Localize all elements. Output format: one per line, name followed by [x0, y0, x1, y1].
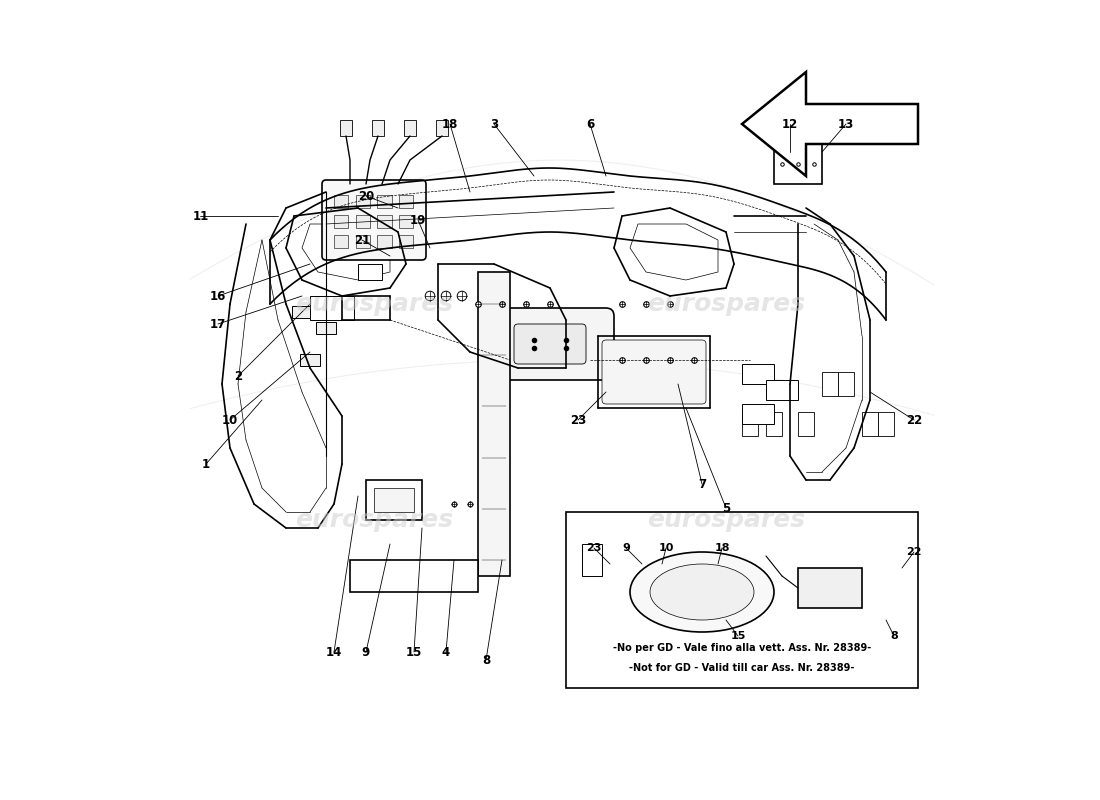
Bar: [798, 412, 814, 436]
Bar: [293, 306, 311, 318]
Text: 20: 20: [358, 190, 374, 202]
Text: 4: 4: [442, 646, 450, 658]
Bar: [566, 512, 918, 688]
Text: 15: 15: [730, 631, 746, 641]
Text: 10: 10: [222, 414, 238, 426]
Text: eurospares: eurospares: [647, 292, 805, 316]
Text: 13: 13: [838, 118, 854, 130]
Text: 9: 9: [623, 543, 630, 553]
Ellipse shape: [630, 552, 774, 632]
Text: 18: 18: [442, 118, 459, 130]
Bar: [300, 354, 320, 366]
Bar: [742, 412, 758, 436]
Bar: [355, 195, 370, 208]
Text: 3: 3: [490, 118, 498, 130]
FancyBboxPatch shape: [486, 308, 614, 380]
Text: 10: 10: [658, 543, 673, 553]
Text: 17: 17: [210, 318, 227, 330]
Bar: [399, 235, 414, 248]
Bar: [878, 412, 894, 436]
Bar: [582, 544, 602, 576]
Circle shape: [426, 291, 434, 301]
Bar: [334, 215, 349, 228]
Text: 23: 23: [586, 543, 602, 553]
Bar: [358, 264, 382, 280]
Bar: [350, 560, 478, 592]
Text: 8: 8: [482, 654, 491, 666]
Bar: [798, 568, 862, 608]
Text: 22: 22: [906, 414, 922, 426]
Text: 16: 16: [210, 290, 227, 302]
Text: eurospares: eurospares: [647, 508, 805, 532]
Bar: [399, 195, 414, 208]
Bar: [766, 380, 797, 400]
Text: -No per GD - Vale fino alla vett. Ass. Nr. 28389-: -No per GD - Vale fino alla vett. Ass. N…: [613, 643, 871, 653]
Circle shape: [458, 291, 466, 301]
Text: 15: 15: [406, 646, 422, 658]
FancyBboxPatch shape: [602, 340, 706, 404]
Bar: [838, 372, 854, 396]
Bar: [742, 364, 774, 384]
Bar: [478, 272, 510, 576]
FancyBboxPatch shape: [514, 324, 586, 364]
Text: 5: 5: [722, 502, 730, 514]
Text: 23: 23: [570, 414, 586, 426]
Bar: [862, 412, 878, 436]
Bar: [404, 120, 417, 136]
Bar: [366, 480, 422, 520]
Bar: [355, 235, 370, 248]
Bar: [377, 195, 392, 208]
Bar: [310, 296, 354, 320]
Bar: [766, 412, 782, 436]
Bar: [436, 120, 449, 136]
Bar: [377, 235, 392, 248]
FancyBboxPatch shape: [322, 180, 426, 260]
Text: 1: 1: [202, 458, 210, 470]
Bar: [742, 404, 774, 424]
Bar: [317, 322, 336, 334]
Text: 2: 2: [234, 370, 242, 382]
Bar: [377, 215, 392, 228]
Text: 12: 12: [782, 118, 799, 130]
Bar: [372, 120, 384, 136]
Text: 22: 22: [906, 547, 922, 557]
Text: 11: 11: [192, 210, 209, 222]
Text: 18: 18: [714, 543, 729, 553]
Text: eurospares: eurospares: [295, 292, 453, 316]
Bar: [334, 195, 349, 208]
Text: 9: 9: [362, 646, 370, 658]
Text: 19: 19: [410, 214, 426, 226]
Ellipse shape: [650, 564, 754, 620]
Bar: [334, 235, 349, 248]
Text: 7: 7: [697, 478, 706, 490]
Text: 21: 21: [354, 234, 370, 246]
Text: eurospares: eurospares: [295, 508, 453, 532]
Text: -Not for GD - Valid till car Ass. Nr. 28389-: -Not for GD - Valid till car Ass. Nr. 28…: [629, 663, 855, 673]
Polygon shape: [742, 72, 918, 176]
Bar: [399, 215, 414, 228]
Bar: [340, 120, 352, 136]
Bar: [822, 372, 838, 396]
Circle shape: [441, 291, 451, 301]
Bar: [355, 215, 370, 228]
Text: 8: 8: [890, 631, 898, 641]
Text: 14: 14: [326, 646, 342, 658]
Text: 6: 6: [586, 118, 594, 130]
Bar: [374, 488, 414, 512]
